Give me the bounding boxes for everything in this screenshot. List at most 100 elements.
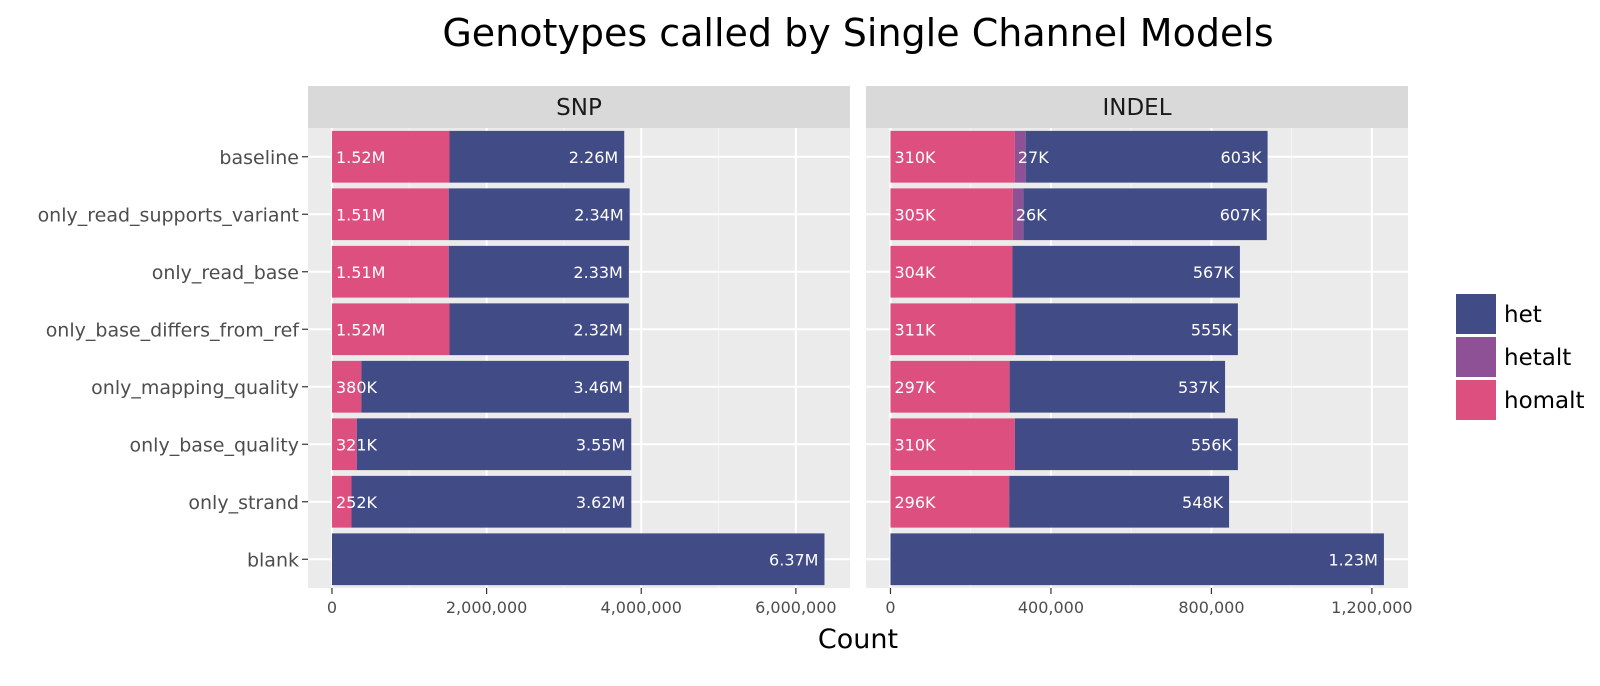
data-label-het: 537K	[1178, 378, 1220, 397]
data-label-homalt: 321K	[336, 435, 378, 454]
legend-label: het	[1504, 302, 1542, 328]
data-label-het: 2.26M	[569, 148, 618, 167]
facet-strip	[866, 86, 1408, 128]
data-label-homalt: 380K	[336, 378, 378, 397]
category-label: only_strand	[188, 492, 299, 514]
data-label-hetalt: 27K	[1018, 148, 1049, 167]
bar-homalt	[331, 475, 352, 528]
bar-homalt	[331, 188, 449, 241]
data-label-homalt: 296K	[894, 493, 936, 512]
legend-key	[1456, 337, 1496, 377]
bar-het	[331, 533, 825, 586]
data-label-het: 2.34M	[574, 205, 623, 224]
bar-het	[448, 188, 630, 241]
bar-homalt	[890, 245, 1013, 298]
category-label: only_mapping_quality	[91, 377, 299, 399]
bar-het	[890, 533, 1384, 586]
bar-het	[356, 418, 632, 471]
x-axis-title: Count	[818, 624, 898, 655]
x-tick-label: 2,000,000	[446, 598, 527, 617]
bar-homalt	[890, 475, 1010, 528]
data-label-homalt: 310K	[894, 148, 936, 167]
data-label-homalt: 1.52M	[336, 320, 385, 339]
panel-indel: INDEL 310K 27K 603K 305K 26K 607K 304K 567K 311K 5…	[866, 86, 1413, 617]
x-tick-label: 0	[327, 598, 337, 617]
bar-homalt	[890, 188, 1013, 241]
data-label-hetalt: 26K	[1016, 205, 1047, 224]
data-label-homalt: 297K	[894, 378, 936, 397]
x-tick-label: 6,000,000	[755, 598, 836, 617]
legend: het hetalt homalt	[1456, 294, 1585, 420]
x-tick-label: 400,000	[1018, 598, 1084, 617]
bar-homalt	[331, 245, 449, 298]
chart-panels: SNP 1.52M 2.26M 1.51M 2.34M 1.51M 2.33M 1.52M 2.…	[308, 86, 1413, 617]
bar-hetalt	[1014, 130, 1026, 183]
legend-label: hetalt	[1504, 345, 1571, 371]
data-label-homalt: 1.51M	[336, 263, 385, 282]
legend-key	[1456, 294, 1496, 334]
bar-het	[351, 475, 632, 528]
category-label: only_read_base	[152, 262, 299, 284]
data-label-het: 548K	[1182, 493, 1224, 512]
data-label-het: 567K	[1193, 263, 1235, 282]
data-label-het: 3.55M	[576, 435, 625, 454]
bar-het	[1012, 245, 1240, 298]
category-label: blank	[247, 549, 299, 571]
category-label: only_base_quality	[130, 434, 299, 456]
bar-hetalt	[1012, 188, 1024, 241]
data-label-homalt: 311K	[894, 320, 936, 339]
bar-het	[1015, 303, 1238, 356]
x-tick-label: 0	[885, 598, 895, 617]
category-label: only_read_supports_variant	[38, 204, 299, 226]
facet-label: SNP	[556, 95, 602, 121]
legend-key	[1456, 380, 1496, 420]
data-label-homalt: 304K	[894, 263, 936, 282]
bar-homalt	[331, 418, 357, 471]
data-label-het: 607K	[1220, 205, 1262, 224]
data-label-het: 2.32M	[573, 320, 622, 339]
data-label-homalt: 252K	[336, 493, 378, 512]
bar-het	[1014, 418, 1238, 471]
data-label-het: 3.46M	[573, 378, 622, 397]
data-label-het: 1.23M	[1328, 550, 1377, 569]
legend-item-hetalt: hetalt	[1456, 337, 1571, 377]
bar-het	[1009, 475, 1230, 528]
data-label-homalt: 1.52M	[336, 148, 385, 167]
x-tick-label: 4,000,000	[601, 598, 682, 617]
data-label-het: 3.62M	[576, 493, 625, 512]
bar-het	[449, 303, 629, 356]
bar-het	[1009, 360, 1226, 413]
data-label-homalt: 1.51M	[336, 205, 385, 224]
bar-homalt	[331, 130, 450, 183]
bar-homalt	[890, 418, 1015, 471]
bar-homalt	[331, 360, 362, 413]
bar-het	[1023, 188, 1267, 241]
data-label-het: 555K	[1191, 320, 1233, 339]
bar-het	[361, 360, 629, 413]
legend-label: homalt	[1504, 388, 1585, 414]
data-label-homalt: 310K	[894, 435, 936, 454]
bar-homalt	[890, 360, 1010, 413]
x-tick-label: 800,000	[1178, 598, 1244, 617]
legend-item-homalt: homalt	[1456, 380, 1585, 420]
data-label-homalt: 305K	[894, 205, 936, 224]
panel-snp: SNP 1.52M 2.26M 1.51M 2.34M 1.51M 2.33M 1.52M 2.…	[308, 86, 850, 617]
bar-het	[1025, 130, 1268, 183]
x-tick-label: 1,200,000	[1331, 598, 1412, 617]
data-label-het: 556K	[1191, 435, 1233, 454]
facet-strip	[308, 86, 850, 128]
chart-title: Genotypes called by Single Channel Model…	[442, 11, 1273, 55]
facet-label: INDEL	[1102, 95, 1171, 121]
data-label-het: 603K	[1221, 148, 1263, 167]
bar-het	[449, 130, 625, 183]
data-label-het: 6.37M	[769, 550, 818, 569]
legend-item-het: het	[1456, 294, 1542, 334]
data-label-het: 2.33M	[573, 263, 622, 282]
bar-homalt	[890, 130, 1015, 183]
bar-homalt	[331, 303, 450, 356]
bar-het	[448, 245, 629, 298]
category-label: baseline	[219, 147, 299, 169]
category-labels: baseline only_read_supports_variant only_r…	[38, 147, 308, 571]
category-label: only_base_differs_from_ref	[46, 319, 301, 341]
